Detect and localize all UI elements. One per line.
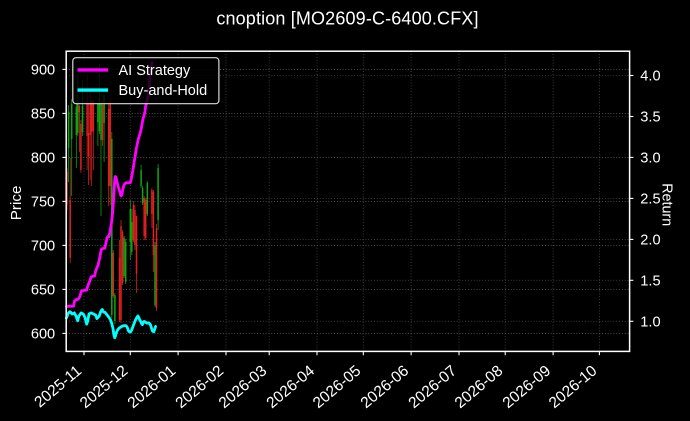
svg-text:3.5: 3.5 xyxy=(640,110,660,126)
svg-text:750: 750 xyxy=(31,195,55,211)
svg-text:3.0: 3.0 xyxy=(640,151,660,167)
svg-text:2.5: 2.5 xyxy=(640,192,660,208)
svg-text:1.5: 1.5 xyxy=(640,274,660,290)
svg-text:cnoption [MO2609-C-6400.CFX]: cnoption [MO2609-C-6400.CFX] xyxy=(216,8,478,28)
svg-text:4.0: 4.0 xyxy=(640,69,660,85)
svg-text:Buy-and-Hold: Buy-and-Hold xyxy=(119,83,208,99)
svg-text:900: 900 xyxy=(31,63,55,79)
svg-text:800: 800 xyxy=(31,151,55,167)
svg-text:AI Strategy: AI Strategy xyxy=(119,63,191,79)
svg-text:1.0: 1.0 xyxy=(640,315,660,331)
svg-text:650: 650 xyxy=(31,283,55,299)
svg-text:850: 850 xyxy=(31,107,55,123)
svg-text:Return: Return xyxy=(658,183,674,226)
svg-text:2.0: 2.0 xyxy=(640,233,660,249)
svg-text:Price: Price xyxy=(8,186,25,221)
svg-text:700: 700 xyxy=(31,239,55,255)
svg-text:600: 600 xyxy=(31,327,55,343)
